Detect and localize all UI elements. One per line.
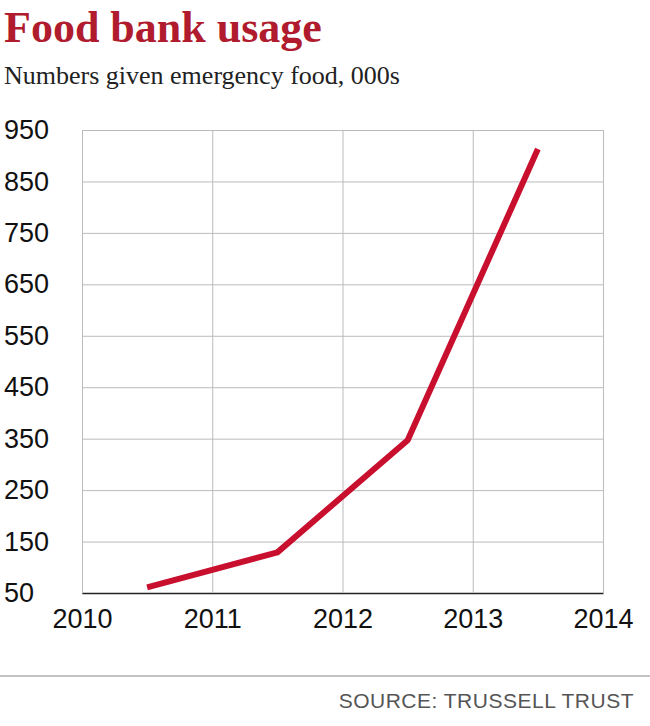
y-tick: 550 — [4, 321, 603, 351]
x-tick-label: 2012 — [313, 604, 373, 634]
y-tick: 450 — [4, 372, 603, 402]
source-rule — [0, 676, 650, 677]
y-tick-label: 850 — [4, 167, 49, 197]
y-tick-label: 450 — [4, 372, 49, 402]
y-tick-label: 150 — [4, 527, 49, 557]
x-grid-line — [212, 130, 213, 593]
data-line — [147, 149, 538, 587]
x-axis: 2010 2011 2012 2013 2014 — [52, 130, 633, 634]
x-tick-label: 2013 — [443, 604, 503, 634]
title: Food bank usage — [4, 3, 322, 52]
x-tick: 2012 — [313, 130, 373, 634]
x-tick-label: 2011 — [184, 604, 242, 634]
source: SOURCE: TRUSSELL TRUST — [339, 689, 634, 712]
y-tick-label: 350 — [4, 424, 49, 454]
x-tick: 2014 — [573, 130, 633, 634]
x-tick: 2013 — [443, 130, 503, 634]
x-grid-line — [82, 130, 83, 593]
x-grid-line — [343, 130, 344, 593]
x-grid-line — [603, 130, 604, 593]
subtitle: Numbers given emergency food, 000s — [4, 61, 400, 90]
chart: Food bank usage Numbers given emergency f… — [0, 0, 650, 726]
x-grid-line — [473, 130, 474, 593]
y-tick-label: 550 — [4, 321, 49, 351]
y-tick: 750 — [4, 218, 603, 248]
y-axis-line — [82, 131, 83, 594]
y-tick-label: 650 — [4, 269, 49, 299]
y-tick-label: 250 — [4, 475, 49, 505]
y-tick: 250 — [4, 475, 603, 505]
x-tick-label: 2010 — [52, 604, 112, 634]
y-axis: 50 150 250 350 450 550 650 750 850 950 — [4, 115, 603, 608]
y-tick-label: 50 — [4, 578, 34, 608]
y-tick-label: 750 — [4, 218, 49, 248]
x-tick: 2011 — [184, 130, 242, 634]
y-tick: 350 — [4, 424, 603, 454]
x-tick: 2010 — [52, 130, 112, 634]
y-tick-label: 950 — [4, 115, 49, 145]
plot-area — [147, 149, 538, 587]
y-grid-line — [82, 593, 603, 594]
y-tick: 950 — [4, 115, 603, 145]
x-tick-label: 2014 — [573, 604, 633, 634]
y-tick: 650 — [4, 269, 603, 299]
y-tick: 850 — [4, 167, 603, 197]
